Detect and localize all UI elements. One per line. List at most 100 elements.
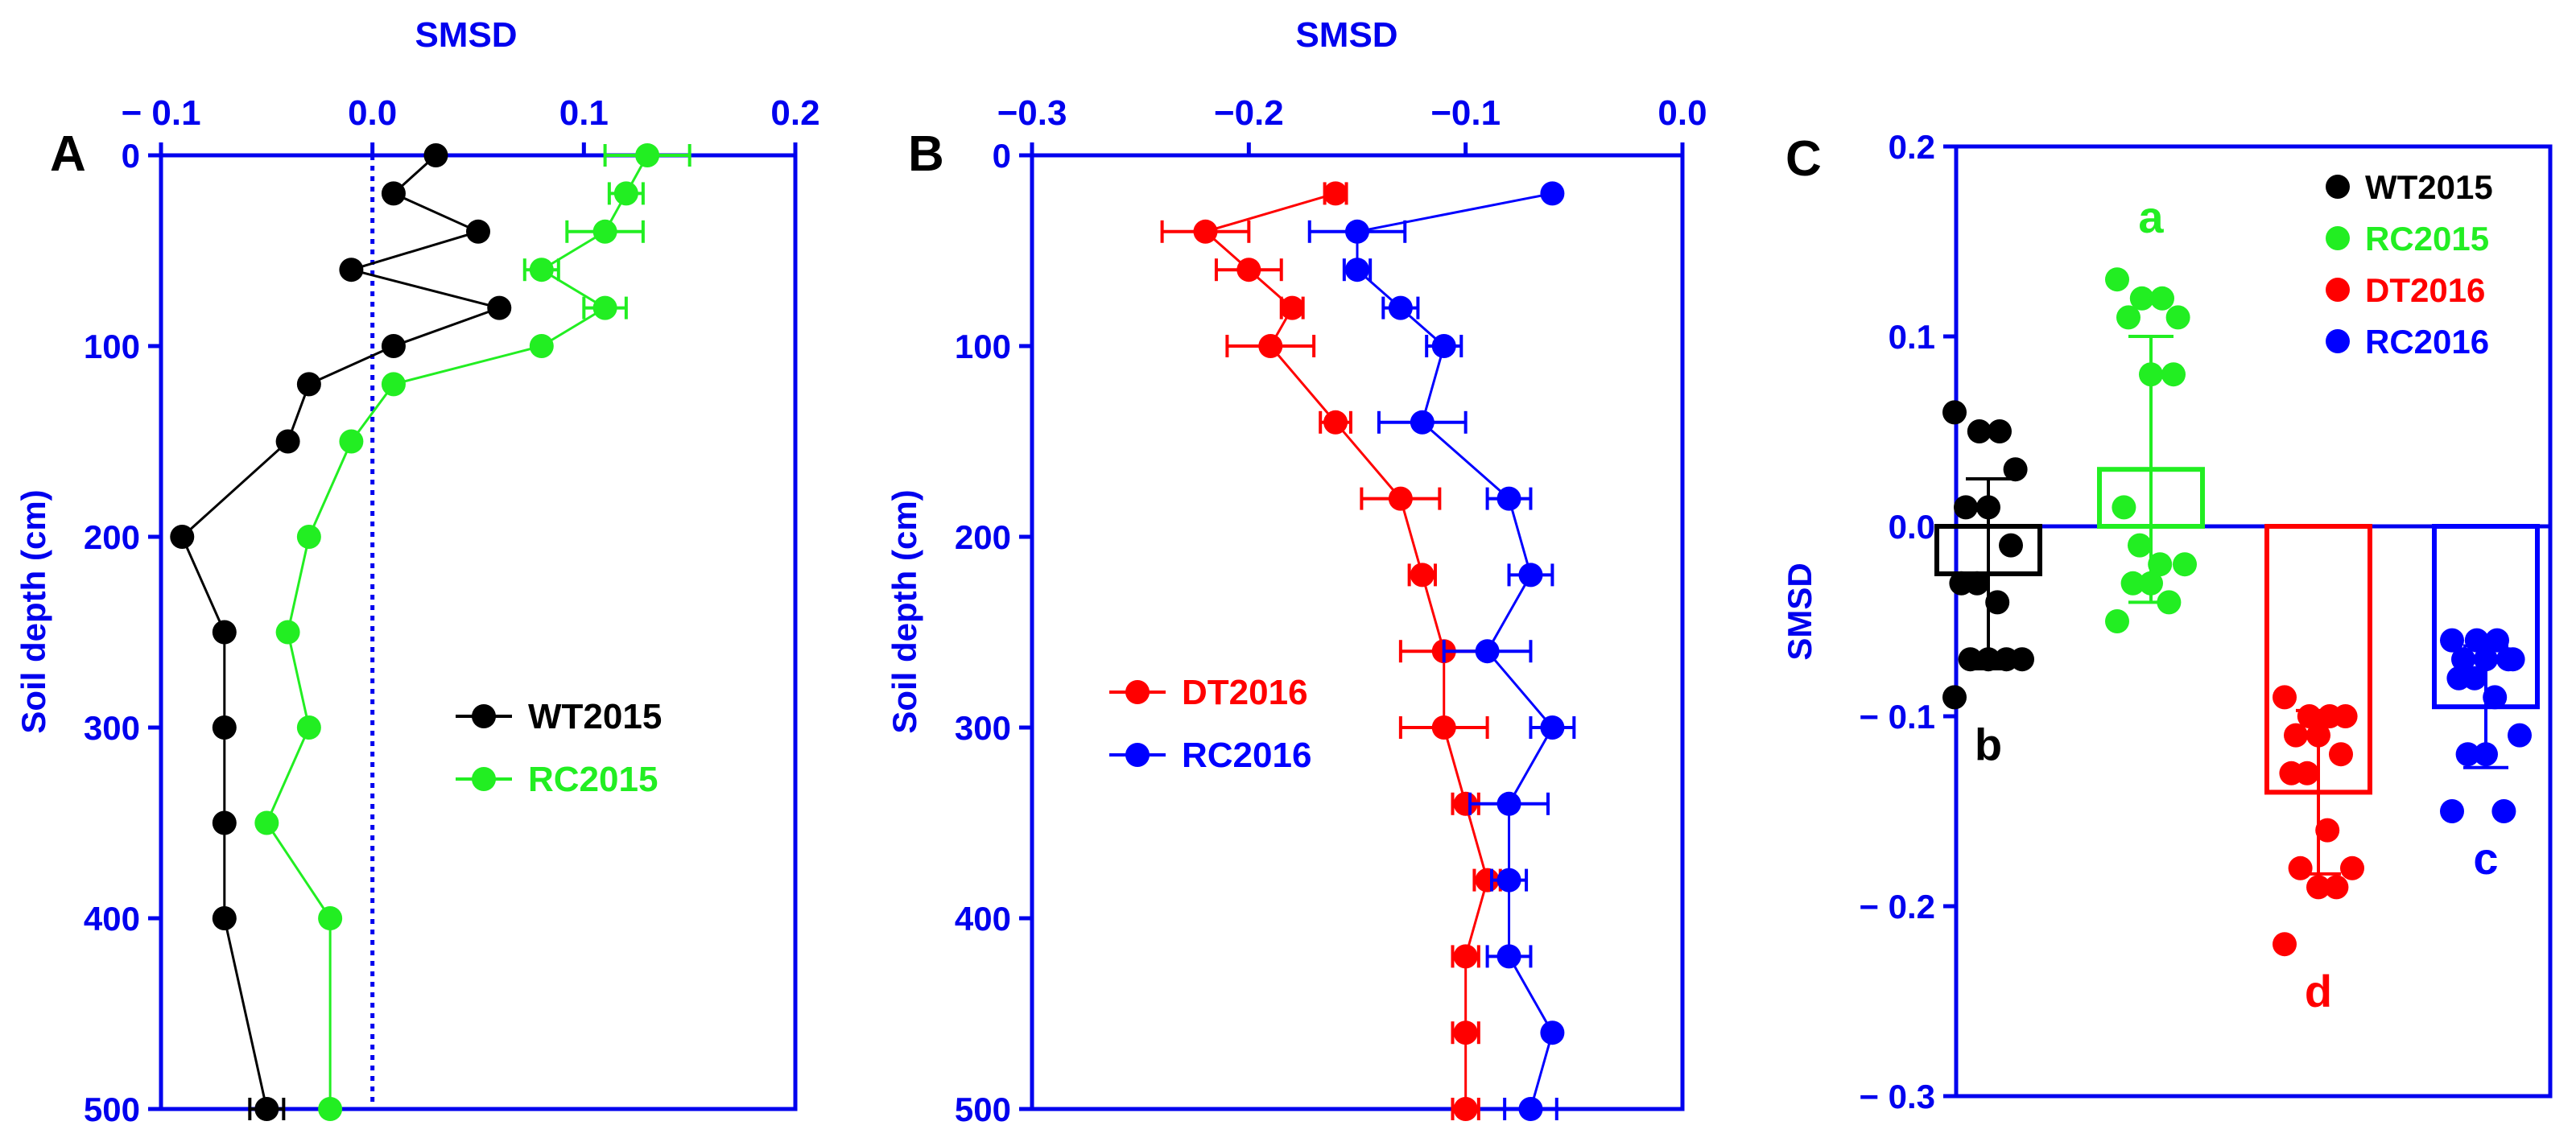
- panel-c-point-rc2015: [2112, 495, 2136, 520]
- panel-a-y-tick-label: 300: [84, 709, 140, 747]
- panel-c-legend-label: WT2015: [2365, 168, 2493, 206]
- panel-c-point-dt2016: [2288, 855, 2313, 880]
- panel-b-plot-frame: [1030, 153, 1685, 1111]
- panel-c-point-rc2015: [2129, 286, 2154, 311]
- panel-c-point-rc2015: [2148, 552, 2173, 577]
- panel-c-point-wt2015: [1942, 400, 1967, 425]
- panel-a-point-wt2015: [487, 295, 512, 320]
- panel-c-point-dt2016: [2297, 704, 2322, 728]
- panel-b-y-tick-label: 500: [955, 1090, 1011, 1128]
- panel-c-point-rc2016: [2474, 647, 2498, 672]
- panel-b-point-rc2016: [1540, 181, 1565, 206]
- panel-b-point-dt2016: [1453, 1097, 1478, 1121]
- panel-c-point-wt2015: [1976, 495, 2000, 520]
- panel-c-point-dt2016: [2306, 875, 2330, 900]
- panel-c-y-tick-label: 0.0: [1889, 508, 1935, 546]
- panel-a-point-rc2015: [275, 620, 300, 645]
- panel-b: B SMSD Soil depth (cm) −0.3 −0.2 −0.1 0.0 0 1…: [886, 15, 1707, 1128]
- panel-c-point-rc2016: [2451, 647, 2475, 672]
- panel-b-y-title: Soil depth (cm): [886, 489, 923, 733]
- panel-b-point-rc2016: [1410, 410, 1435, 435]
- panel-b-point-rc2016: [1431, 334, 1456, 358]
- panel-c-point-rc2015: [2173, 552, 2197, 577]
- panel-c-point-rc2016: [2496, 647, 2520, 672]
- panel-c-legend-marker: [2326, 329, 2350, 353]
- panel-c-point-rc2016: [2508, 723, 2532, 748]
- panel-a-series-line-wt2015: [180, 154, 504, 1110]
- panel-c-point-wt2015: [1985, 590, 2010, 615]
- panel-a-point-rc2015: [592, 295, 617, 320]
- panel-b-x-tick-label: 0.0: [1657, 93, 1707, 133]
- panel-c-significance-letter: c: [2473, 833, 2498, 884]
- panel-c-point-rc2016: [2462, 666, 2487, 691]
- panel-c-legend-label: RC2015: [2365, 220, 2489, 258]
- panel-a-legend-marker: [472, 767, 496, 791]
- panel-b-point-dt2016: [1258, 334, 1283, 358]
- panel-a-letter: A: [50, 126, 86, 182]
- panel-a-point-rc2015: [635, 143, 660, 167]
- panel-b-point-dt2016: [1453, 944, 1478, 969]
- panel-b-y-tick-label: 0: [993, 137, 1011, 175]
- panel-b-y-tick-label: 400: [955, 900, 1011, 938]
- panel-b-point-dt2016: [1236, 258, 1261, 282]
- panel-c-y-tick-label: − 0.3: [1859, 1078, 1935, 1115]
- panel-c-plot-frame: [1954, 144, 2553, 1099]
- panel-a-point-rc2015: [381, 372, 406, 397]
- panel-c-letter: C: [1785, 131, 1822, 187]
- panel-c-point-rc2015: [2157, 590, 2182, 615]
- panel-a-point-rc2015: [529, 334, 554, 358]
- panel-b-point-rc2016: [1518, 563, 1543, 587]
- panel-a-legend-marker: [472, 704, 496, 728]
- panel-a-x-title: SMSD: [415, 15, 517, 55]
- panel-c-point-rc2015: [2161, 362, 2186, 387]
- panel-a-x-tick-label: 0.1: [559, 93, 609, 133]
- panel-b-point-dt2016: [1431, 715, 1456, 740]
- panel-a: A SMSD Soil depth (cm) − 0.1 0.0 0.1 0.2 0 10…: [14, 15, 820, 1128]
- panel-c-point-wt2015: [1954, 495, 1978, 520]
- panel-b-point-rc2016: [1540, 1020, 1565, 1045]
- panel-a-point-rc2015: [592, 219, 617, 244]
- panel-c-significance-letter: a: [2138, 192, 2164, 242]
- panel-a-point-wt2015: [275, 429, 300, 454]
- panel-c-y-tick-label: − 0.1: [1859, 698, 1935, 736]
- panel-a-x-tick-label: 0.2: [770, 93, 819, 133]
- panel-a-y-tick-label: 400: [84, 900, 140, 938]
- panel-a-point-rc2015: [318, 1097, 343, 1121]
- panel-a-point-wt2015: [254, 1097, 279, 1121]
- panel-c-point-rc2015: [2105, 267, 2129, 292]
- panel-c-point-wt2015: [1999, 533, 2023, 558]
- panel-c-point-wt2015: [1967, 419, 1992, 443]
- panel-b-legend-label: RC2016: [1182, 736, 1311, 775]
- panel-c-point-wt2015: [2003, 457, 2028, 482]
- panel-c-point-dt2016: [2329, 742, 2353, 767]
- panel-a-point-wt2015: [339, 258, 364, 282]
- panel-b-y-tick-label: 300: [955, 709, 1011, 747]
- panel-c-y-tick-label: 0.1: [1889, 318, 1935, 356]
- panel-c-point-rc2016: [2483, 685, 2508, 710]
- panel-a-legend-label: WT2015: [528, 697, 662, 736]
- panel-b-point-dt2016: [1388, 486, 1413, 511]
- panel-c-point-dt2016: [2340, 855, 2364, 880]
- panel-c-point-dt2016: [2273, 932, 2297, 957]
- panel-a-point-wt2015: [170, 525, 195, 549]
- panel-b-point-dt2016: [1193, 219, 1218, 244]
- panel-b-x-tick-label: −0.1: [1430, 93, 1501, 133]
- panel-c-point-rc2016: [2440, 628, 2464, 653]
- panel-b-legend-marker: [1125, 680, 1150, 704]
- panel-c-point-wt2015: [1942, 685, 1967, 710]
- panel-c-point-rc2015: [2139, 362, 2163, 387]
- panel-a-point-rc2015: [254, 810, 279, 835]
- panel-b-point-dt2016: [1453, 791, 1478, 816]
- panel-c-point-rc2016: [2474, 742, 2498, 767]
- panel-a-y-title: Soil depth (cm): [14, 489, 52, 733]
- panel-c-point-wt2015: [1976, 647, 2000, 672]
- panel-c-point-dt2016: [2324, 875, 2349, 900]
- panel-b-point-dt2016: [1453, 1020, 1478, 1045]
- panel-a-point-wt2015: [381, 181, 406, 206]
- panel-c-point-rc2015: [2120, 571, 2145, 596]
- panel-a-series-line-rc2015: [265, 155, 649, 1109]
- panel-a-y-tick-label: 200: [84, 518, 140, 556]
- panel-a-point-wt2015: [212, 620, 237, 645]
- panel-b-x-tick-label: −0.3: [997, 93, 1067, 133]
- panel-b-point-rc2016: [1496, 486, 1521, 511]
